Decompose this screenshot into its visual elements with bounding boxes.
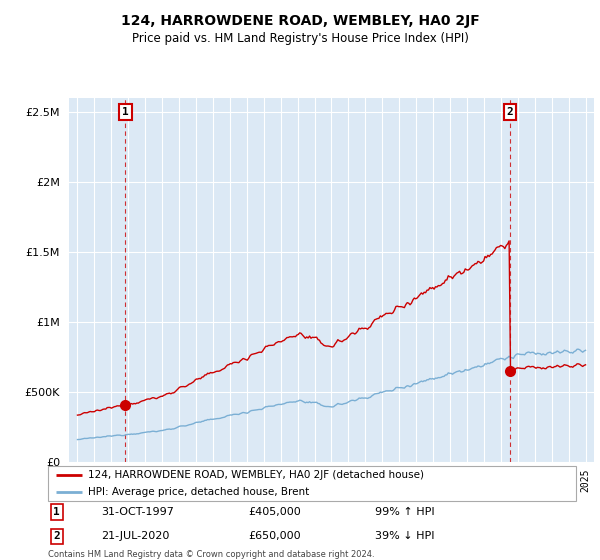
Text: 124, HARROWDENE ROAD, WEMBLEY, HA0 2JF: 124, HARROWDENE ROAD, WEMBLEY, HA0 2JF [121,14,479,28]
Text: 99% ↑ HPI: 99% ↑ HPI [376,507,435,517]
FancyBboxPatch shape [48,466,576,501]
Text: 31-OCT-1997: 31-OCT-1997 [101,507,173,517]
Text: 21-JUL-2020: 21-JUL-2020 [101,531,169,542]
Text: 2: 2 [506,107,514,117]
Text: HPI: Average price, detached house, Brent: HPI: Average price, detached house, Bren… [88,487,309,497]
Text: £405,000: £405,000 [248,507,301,517]
Text: Price paid vs. HM Land Registry's House Price Index (HPI): Price paid vs. HM Land Registry's House … [131,32,469,45]
Text: 1: 1 [53,507,60,517]
Text: £650,000: £650,000 [248,531,301,542]
Text: 2: 2 [53,531,60,542]
Text: Contains HM Land Registry data © Crown copyright and database right 2024.
This d: Contains HM Land Registry data © Crown c… [48,550,374,560]
Text: 39% ↓ HPI: 39% ↓ HPI [376,531,435,542]
Text: 1: 1 [122,107,129,117]
Text: 124, HARROWDENE ROAD, WEMBLEY, HA0 2JF (detached house): 124, HARROWDENE ROAD, WEMBLEY, HA0 2JF (… [88,470,424,480]
